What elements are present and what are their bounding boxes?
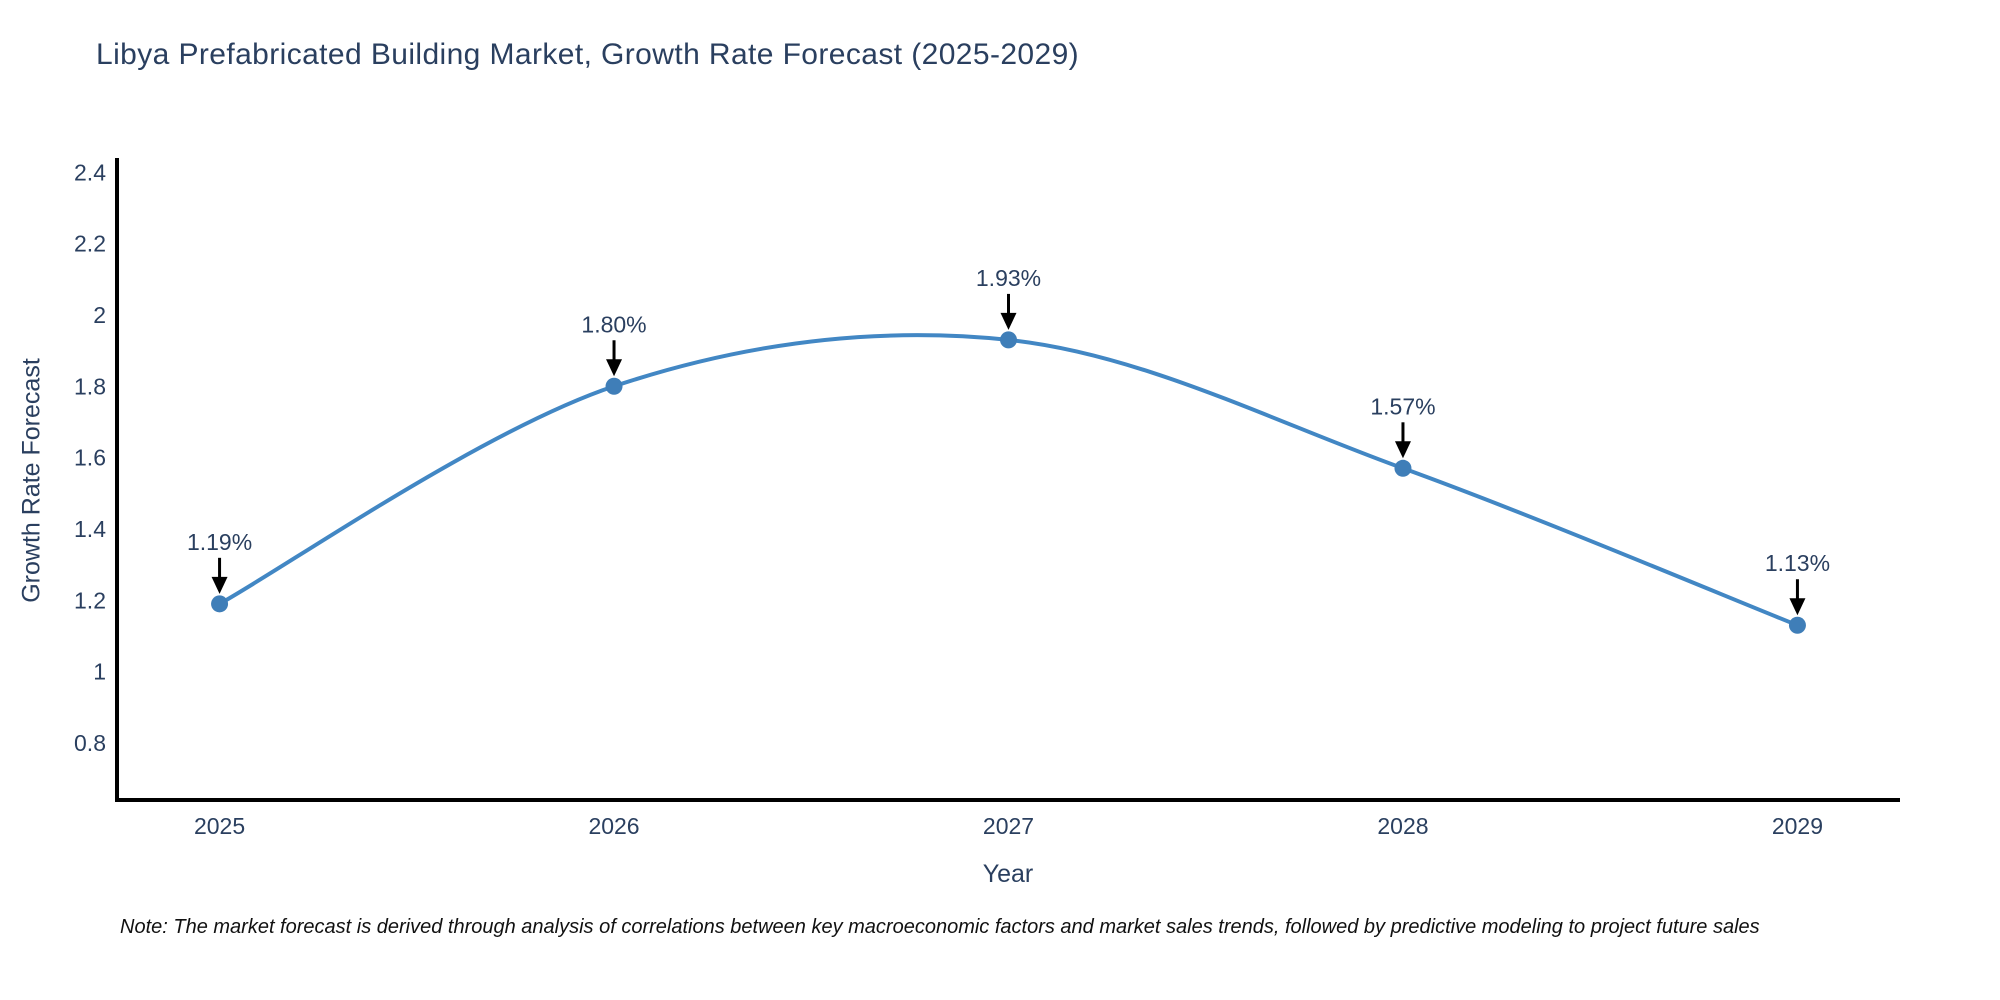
data-point-marker [1000,331,1017,349]
forecast-spline-line [217,333,1800,628]
y-tick-label: 1.6 [74,445,106,471]
point-value-label: 1.13% [1765,550,1830,576]
point-value-label: 1.80% [581,311,646,337]
y-tick-label: 1 [93,659,106,685]
data-point-marker [1788,616,1806,634]
x-tick-label: 2026 [588,813,639,839]
chart-title: Libya Prefabricated Building Market, Gro… [96,38,1080,71]
x-tick-label: 2027 [983,813,1034,839]
x-axis-title: Year [982,860,1034,888]
y-tick-label: 0.8 [74,730,106,756]
y-tick-label: 2.2 [74,231,106,257]
annotation-arrowhead [211,576,228,594]
point-value-label: 1.19% [187,529,252,555]
y-tick-label: 1.8 [74,373,106,399]
y-tick-label: 2.4 [74,159,106,185]
x-tick-label: 2028 [1377,813,1428,839]
axes-layer: 0.8 1 1.2 1.4 1.6 1.8 2 2.2 2.4 2025 2026 2027 2028 2… [74,158,1900,839]
data-point-marker [605,377,623,395]
footnote: Note: The market forecast is derived thr… [120,916,1760,938]
annotation-arrowhead [1394,441,1411,459]
data-point-marker [1394,459,1412,477]
y-axis-title: Growth Rate Forecast [17,358,46,603]
annotation-arrowhead [606,359,623,377]
data-point-marker [211,595,229,613]
annotation-arrowhead [1789,598,1806,616]
point-value-label: 1.57% [1370,393,1435,419]
y-tick-label: 2 [93,302,106,328]
growth-rate-series [211,331,1806,634]
y-tick-label: 1.4 [74,516,106,542]
x-tick-label: 2029 [1772,813,1823,839]
annotations-layer: 1.19% 1.80% 1.93% 1.57% 1.13% [187,265,1830,616]
point-value-label: 1.93% [976,265,1041,291]
y-tick-label: 1.2 [74,587,106,613]
annotation-arrowhead [1000,312,1017,330]
x-tick-label: 2025 [194,813,245,839]
